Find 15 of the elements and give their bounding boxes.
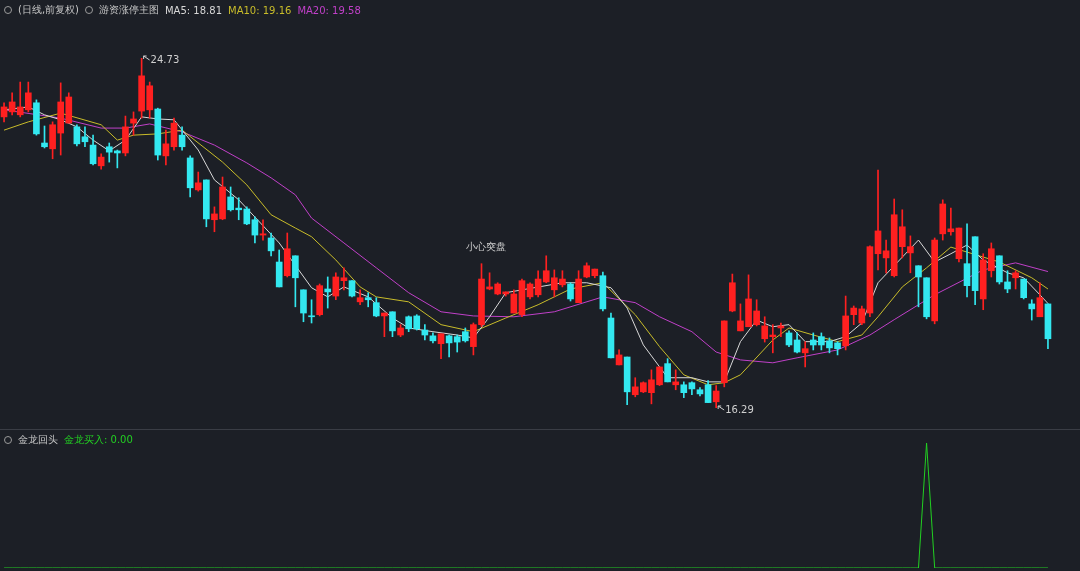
candlestick bbox=[340, 267, 348, 291]
chart-title: 金龙回头 bbox=[18, 433, 58, 447]
candlestick bbox=[801, 341, 809, 368]
annotation: 小心突盘 bbox=[466, 240, 506, 252]
annotation: 16.29 bbox=[725, 403, 754, 415]
annotation: 24.73 bbox=[150, 53, 180, 65]
candlestick bbox=[259, 219, 267, 241]
chart-title: (日线,前复权) bbox=[18, 3, 79, 17]
text: MA5: 18.81 bbox=[164, 4, 222, 16]
candlestick bbox=[364, 292, 372, 308]
chart-subtitle: 游资涨停主图 bbox=[98, 3, 159, 17]
text: MA10: 19.16 bbox=[228, 4, 292, 16]
text: MA20: 19.58 bbox=[297, 4, 361, 16]
text: 金龙买入: 0.00 bbox=[64, 433, 133, 447]
candlestick bbox=[1028, 299, 1036, 321]
